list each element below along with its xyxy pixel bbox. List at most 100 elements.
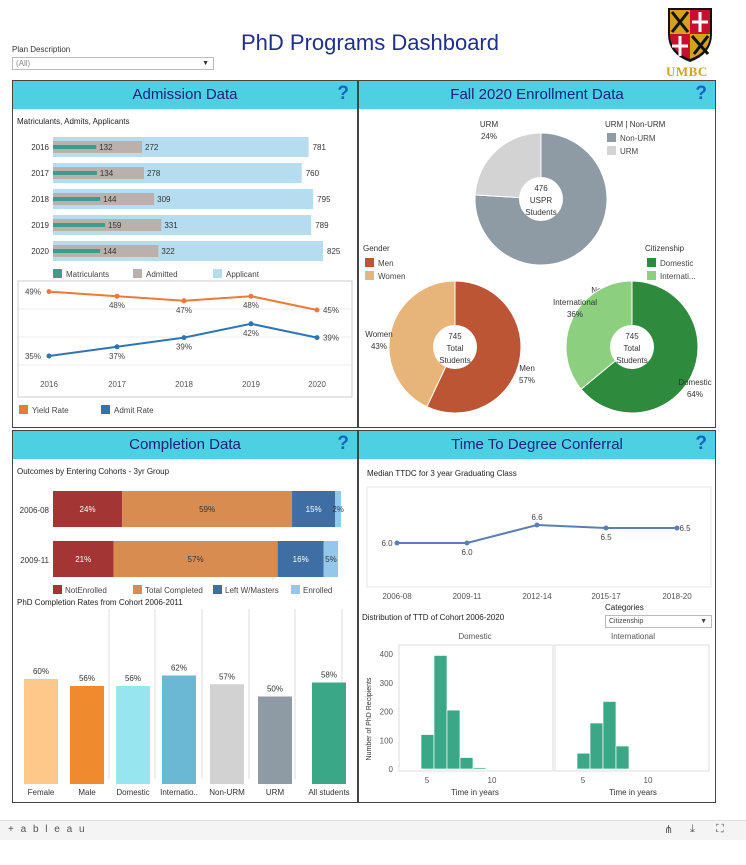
donut-center-label: USPR <box>530 196 552 205</box>
histogram-bar <box>420 734 435 770</box>
year-tick-label: 2018 <box>31 195 49 204</box>
legend-title: Gender <box>363 244 390 253</box>
rate-bar <box>162 675 196 784</box>
category-tick-label: Female <box>28 788 55 797</box>
category-tick-label: All students <box>308 788 349 797</box>
y-tick-label: 200 <box>380 708 394 717</box>
segment-value-label: 5% <box>325 555 337 564</box>
slice-pct-label: 43% <box>371 342 387 351</box>
matriculants-bar <box>53 197 101 201</box>
admitted-bar <box>53 219 162 231</box>
rate-data-label: 48% <box>243 301 259 310</box>
slice-name-label: Women <box>365 330 392 339</box>
completion-title: Completion Data <box>129 436 241 453</box>
legend-label: Left W/Masters <box>225 586 279 595</box>
help-icon[interactable]: ? <box>695 83 707 104</box>
stack-segment <box>277 541 324 577</box>
rate-data-label: 48% <box>109 301 125 310</box>
legend-swatch <box>101 405 110 414</box>
matriculants-bar <box>53 145 97 149</box>
ttdc-data-label: 6.5 <box>679 524 691 533</box>
series-point <box>181 335 187 341</box>
chevron-down-icon: ▼ <box>700 618 707 625</box>
category-tick-label: Internatio.. <box>160 788 198 797</box>
umbc-logo: UMBC <box>664 4 716 79</box>
cohort-tick-label: 2012-14 <box>522 592 552 601</box>
share-icon[interactable]: ⋔ <box>664 824 674 836</box>
legend-swatch <box>291 585 300 594</box>
admitted-value-label: 331 <box>164 221 178 230</box>
ttdc-point <box>603 525 609 531</box>
rate-data-label: 37% <box>109 352 125 361</box>
year-tick-label: 2019 <box>31 221 49 230</box>
stack-segment <box>113 541 278 577</box>
help-icon[interactable]: ? <box>695 433 707 454</box>
enrollment-title: Fall 2020 Enrollment Data <box>450 86 624 103</box>
legend-label: Non-URM <box>620 134 656 143</box>
legend-swatch <box>647 271 656 280</box>
stack-segment <box>122 491 293 527</box>
x-tick-label: 5 <box>425 776 430 785</box>
series-point <box>114 344 120 350</box>
rate-data-label: 39% <box>323 334 339 343</box>
histogram-bar <box>602 701 617 770</box>
donut-center-label: Students <box>525 208 557 217</box>
series-point <box>248 321 254 327</box>
matriculants-value-label: 132 <box>99 143 113 152</box>
series-point <box>181 298 187 304</box>
tableau-footer: + a b l e a u ⋔ ⤓ ⛶ <box>0 820 746 840</box>
rate-bar <box>258 696 292 784</box>
legend-swatch <box>213 269 222 278</box>
applicant-value-label: 795 <box>317 195 331 204</box>
help-icon[interactable]: ? <box>337 83 349 104</box>
download-icon[interactable]: ⤓ <box>690 823 695 835</box>
rate-data-label: 42% <box>243 329 259 338</box>
rate-value-label: 60% <box>33 667 49 676</box>
donut-hole <box>610 325 654 369</box>
completion-header: Completion Data ? <box>13 431 357 459</box>
histogram-bar <box>446 709 461 770</box>
categories-select[interactable]: Citizenship ▼ <box>605 615 712 628</box>
histogram-bar <box>615 745 630 770</box>
legend-swatch <box>365 271 374 280</box>
stack-segment <box>323 541 339 577</box>
matriculants-bar <box>53 249 101 253</box>
legend-label: Admit Rate <box>114 406 154 415</box>
year-tick-label: 2017 <box>31 169 49 178</box>
x-tick-label: 10 <box>644 776 653 785</box>
legend-label: Enrolled <box>303 586 332 595</box>
admission-header: Admission Data ? <box>13 81 357 109</box>
series-point <box>46 289 52 295</box>
donut-center-label: 745 <box>448 332 462 341</box>
admitted-bar <box>53 245 159 257</box>
pie-slice <box>474 132 608 266</box>
ttdc-line <box>397 523 677 544</box>
series-point <box>248 293 254 299</box>
cohort-tick-label: 2006-08 <box>20 506 50 515</box>
year-tick-label: 2020 <box>31 247 49 256</box>
ttd-header: Time To Degree Conferral ? <box>359 431 715 459</box>
ttdc-data-label: 6.6 <box>531 513 543 522</box>
help-icon[interactable]: ? <box>337 433 349 454</box>
category-tick-label: Male <box>78 788 96 797</box>
admitted-value-label: 309 <box>157 195 171 204</box>
histogram-bar <box>459 757 474 770</box>
plot-frame <box>366 486 712 588</box>
pie-slice <box>388 280 456 408</box>
plan-description-select[interactable]: (All) ▼ <box>12 57 214 70</box>
outcomes-chart-title: Outcomes by Entering Cohorts - 3yr Group <box>17 467 170 476</box>
pie-slice <box>565 280 633 390</box>
slice-name-label: Domestic <box>678 378 711 387</box>
histogram-bar <box>472 767 487 770</box>
year-tick-label: 2018 <box>175 380 193 389</box>
admission-title: Admission Data <box>132 86 238 103</box>
fullscreen-icon[interactable]: ⛶ <box>716 823 724 835</box>
series-point <box>114 293 120 299</box>
categories-value: Citizenship <box>609 618 644 625</box>
enrollment-header: Fall 2020 Enrollment Data ? <box>359 81 715 109</box>
applicant-value-label: 781 <box>313 143 327 152</box>
rate-value-label: 56% <box>79 674 95 683</box>
matriculants-value-label: 134 <box>100 169 114 178</box>
cohort-tick-label: 2009-11 <box>453 592 482 601</box>
legend-label: Internati... <box>660 272 696 281</box>
